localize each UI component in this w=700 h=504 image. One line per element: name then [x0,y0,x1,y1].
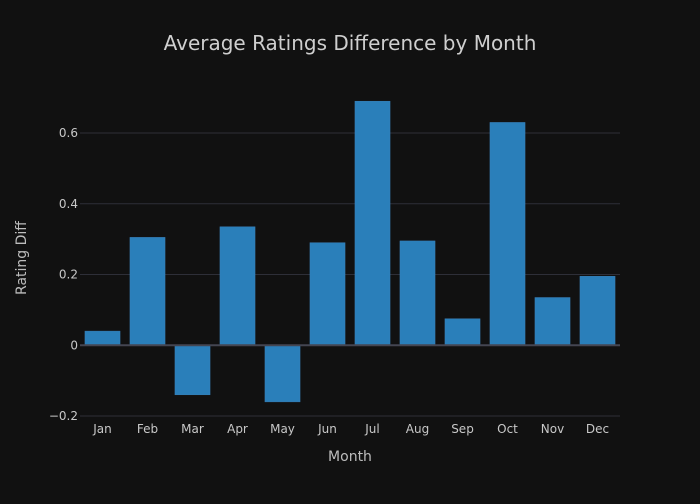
bar-mar[interactable] [174,345,211,396]
bar-jun[interactable] [309,242,346,346]
bar-jul[interactable] [354,100,391,346]
x-tick-label: Apr [227,422,248,436]
bar-dec[interactable] [579,276,616,346]
bar-may[interactable] [264,345,301,403]
x-tick-label: Dec [586,422,609,436]
x-tick-label: May [270,422,295,436]
y-tick-label: 0.6 [59,126,78,140]
x-tick-label: Sep [451,422,474,436]
bar-aug[interactable] [399,240,436,346]
bar-nov[interactable] [534,297,571,346]
bars [84,100,616,403]
bar-feb[interactable] [129,237,166,346]
bar-jan[interactable] [84,330,121,346]
x-tick-label: Feb [137,422,158,436]
x-tick-label: Oct [497,422,518,436]
chart-title: Average Ratings Difference by Month [164,31,537,55]
y-tick-label: −0.2 [49,409,78,423]
y-tick-label: 0 [70,338,78,352]
x-axis-ticks: Jan Feb Mar Apr May Jun Jul Aug Sep Oct Nov Dec [92,422,609,436]
x-tick-label: Jun [317,422,337,436]
x-tick-label: Mar [181,422,204,436]
bar-oct[interactable] [489,122,526,346]
bar-sep[interactable] [444,318,481,346]
y-axis-ticks: −0.2 0 0.2 0.4 0.6 [49,126,78,423]
y-tick-label: 0.2 [59,268,78,282]
y-axis-title: Rating Diff [14,221,30,295]
x-tick-label: Jul [364,422,379,436]
x-tick-label: Aug [406,422,429,436]
gridlines [80,132,620,417]
x-tick-label: Nov [541,422,564,436]
x-tick-label: Jan [92,422,112,436]
x-axis-title: Month [328,449,372,465]
bar-apr[interactable] [219,226,256,346]
y-tick-label: 0.4 [59,197,78,211]
